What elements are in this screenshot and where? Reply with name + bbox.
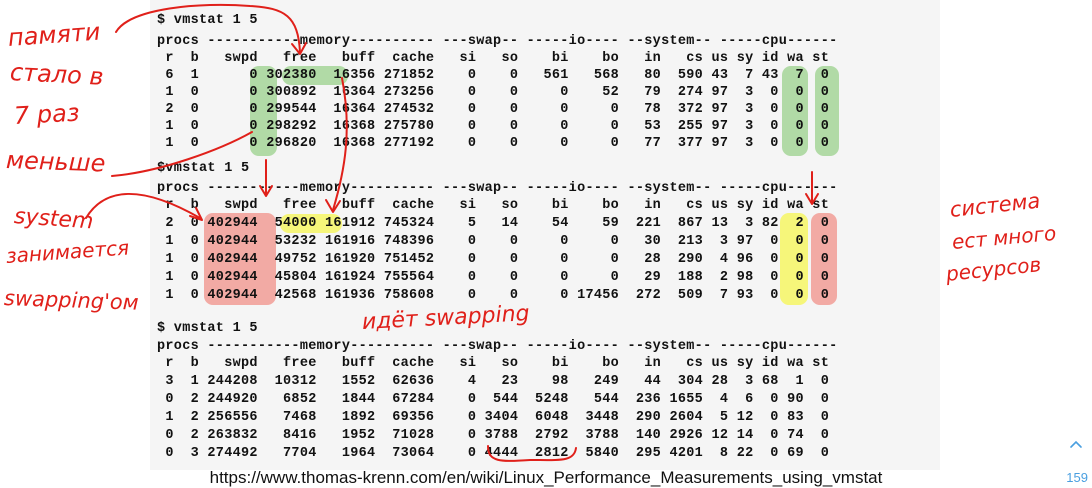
block3-command: $ vmstat 1 5 <box>157 321 258 336</box>
block3-row: 3 1 244208 10312 1552 62636 4 23 98 249 … <box>157 374 830 389</box>
block2-row: 1 0 402944 42568 161936 758608 0 0 0 174… <box>157 288 830 303</box>
block1-row: 6 1 0 302380 16356 271852 0 0 561 568 80… <box>157 68 830 83</box>
page-number: 159 <box>1066 470 1088 485</box>
block1-header-columns: r b swpd free buff cache si so bi bo in … <box>157 51 830 66</box>
note-memory-line4: меньше <box>5 146 106 178</box>
note-swapping-line2: занимается <box>5 235 130 268</box>
block1-command: $ vmstat 1 5 <box>157 13 258 28</box>
block2-command: $vmstat 1 5 <box>157 161 250 176</box>
note-memory-line3: 7 раз <box>13 98 81 130</box>
source-url[interactable]: https://www.thomas-krenn.com/en/wiki/Lin… <box>209 468 883 487</box>
block1-row: 1 0 0 296820 16368 277192 0 0 0 0 77 377… <box>157 136 830 151</box>
note-swapping-line3: swapping'ом <box>3 286 139 315</box>
block1-row: 1 0 0 300892 16364 273256 0 0 0 52 79 27… <box>157 85 830 100</box>
block2-row: 1 0 402944 45804 161924 755564 0 0 0 0 2… <box>157 270 830 285</box>
block3-header-columns: r b swpd free buff cache si so bi bo in … <box>157 356 830 371</box>
note-memory-line2: стало в <box>9 58 105 91</box>
terminal-panel <box>150 0 940 470</box>
block1-header-groups: procs -----------memory---------- ---swa… <box>157 34 838 49</box>
chevron-up-icon[interactable] <box>1068 436 1084 452</box>
highlight-swpd-block2 <box>204 213 276 305</box>
block1-row: 2 0 0 299544 16364 274532 0 0 0 0 78 372… <box>157 102 830 117</box>
highlight-free-block2 <box>280 214 342 233</box>
highlight-sy-block1 <box>815 66 839 156</box>
highlight-us-block2 <box>780 213 808 305</box>
note-swapping-line1: system <box>13 204 95 235</box>
note-memory-line1: памяти <box>7 17 102 52</box>
block2-header-groups: procs -----------memory---------- ---swa… <box>157 181 838 196</box>
highlight-swpd-block1 <box>250 66 277 156</box>
block2-row: 1 0 402944 53232 161916 748396 0 0 0 0 3… <box>157 234 830 249</box>
block2-row: 1 0 402944 49752 161920 751452 0 0 0 0 2… <box>157 252 830 267</box>
block3-row: 0 3 274492 7704 1964 73064 0 4444 2812 5… <box>157 446 830 461</box>
note-system-line1: система <box>948 188 1042 222</box>
note-system-line2: ест много <box>950 220 1058 254</box>
highlight-free-first <box>282 66 348 85</box>
block3-row: 0 2 244920 6852 1844 67284 0 544 5248 54… <box>157 392 830 407</box>
block3-header-groups: procs -----------memory---------- ---swa… <box>157 339 838 354</box>
block3-row: 1 2 256556 7468 1892 69356 0 3404 6048 3… <box>157 410 830 425</box>
highlight-us-block1 <box>782 66 808 156</box>
block2-header-columns: r b swpd free buff cache si so bi bo in … <box>157 198 830 213</box>
note-system-line3: ресурсов <box>944 252 1043 286</box>
block1-row: 1 0 0 298292 16368 275780 0 0 0 0 53 255… <box>157 119 830 134</box>
block3-row: 0 2 263832 8416 1952 71028 0 3788 2792 3… <box>157 428 830 443</box>
block2-row: 2 0 402944 54000 161912 745324 5 14 54 5… <box>157 216 830 231</box>
highlight-sy-block2 <box>811 213 837 305</box>
